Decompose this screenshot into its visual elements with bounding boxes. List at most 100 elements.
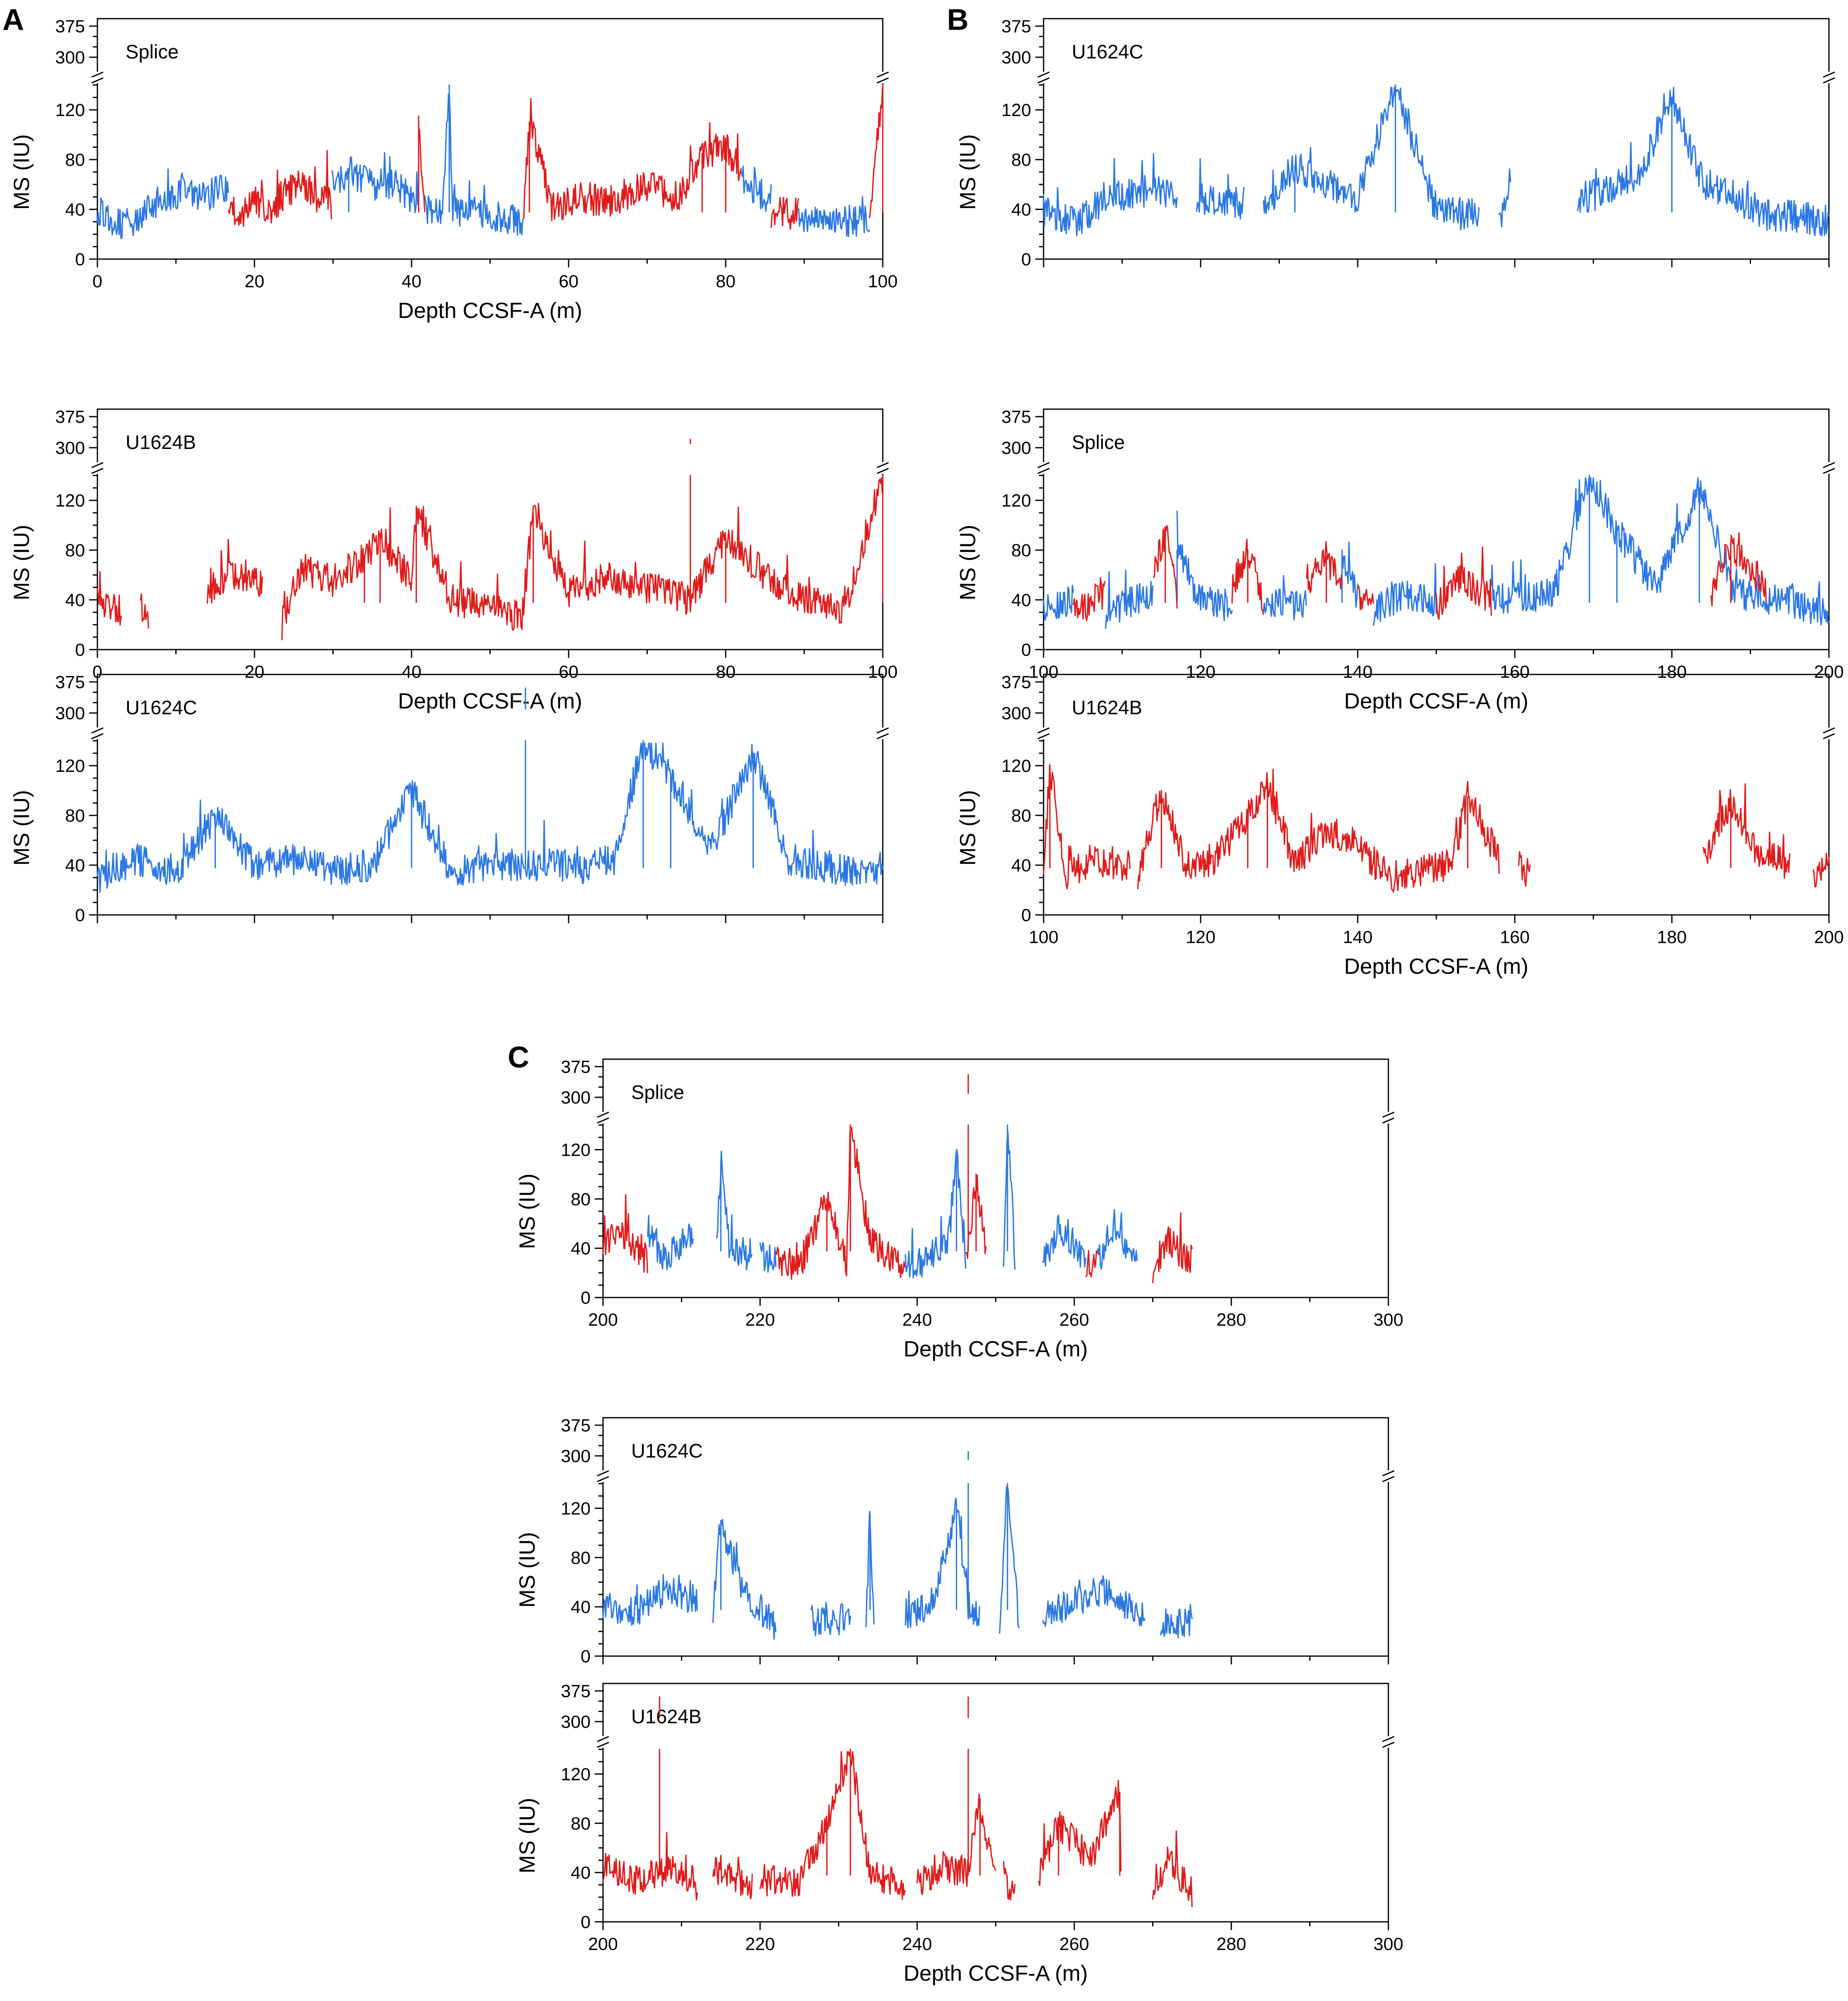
panel-a-u1624c-title: U1624C <box>1072 41 1143 63</box>
panel-c-u1624b-xtick-label: 300 <box>1373 1934 1403 1954</box>
panel-c-splice-series-u1624c <box>647 1124 1138 1278</box>
panel-c-u1624c-axis-break-left <box>597 1470 609 1477</box>
panel-c-u1624b-ytick-upper-label: 375 <box>561 1681 591 1701</box>
panel-b-u1624c-title: U1624C <box>126 696 197 718</box>
panel-a-splice-series-u1624c <box>97 84 870 240</box>
panel-b-u1624b-series-u1624b-trace <box>1812 853 1830 888</box>
panel-c-u1624c-plot: 0 40 80 120 300 375 MS (IU) U1624C <box>515 1416 1395 1666</box>
panel-b-u1624c-ytick-label: 0 <box>75 905 85 925</box>
panel-c-splice-series-u1624c-trace <box>759 1242 777 1273</box>
panel-b-splice-series-u1624c-trace <box>1043 585 1074 621</box>
panel-a-u1624c-ytick-upper-label: 375 <box>1001 17 1031 36</box>
panel-a-u1624c-ytick-label: 80 <box>1011 150 1031 170</box>
panel-b-splice-series-u1624c-trace <box>1341 541 1359 608</box>
panel-b-splice-series-u1624b <box>1073 525 1767 621</box>
panel-c-u1624b-xtick-label: 280 <box>1216 1934 1246 1954</box>
panel-c-splice-series-u1624b <box>602 1074 1193 1283</box>
panel-c-splice-xtick-label: 240 <box>902 1310 932 1330</box>
panel-a-splice-axis-break-right <box>877 77 889 84</box>
panel-b-u1624b-xlabel: Depth CCSF-A (m) <box>1344 954 1528 979</box>
panel-a-letter: A <box>2 3 24 36</box>
panel-b-splice-ytick-upper-label: 300 <box>1001 438 1031 458</box>
panel-c-u1624c-series-u1624c-trace <box>905 1497 981 1629</box>
panel-b-u1624c-series-u1624c-trace <box>97 742 884 893</box>
panel-c-u1624b-xtick-label: 200 <box>588 1934 618 1954</box>
panel-a-splice-xtick-label: 80 <box>716 272 736 291</box>
panel-b-splice-ytick-upper-label: 375 <box>1001 407 1031 427</box>
panel-a-splice-ytick-upper-label: 375 <box>55 17 85 36</box>
panel-b-splice-series-u1624c-trace <box>1373 563 1437 626</box>
panel-b-splice-series-u1624b-trace <box>1306 541 1342 593</box>
panel-a-u1624c-ytick-label: 120 <box>1001 100 1031 120</box>
panel-b-splice-ylabel: MS (IU) <box>956 525 980 601</box>
panel-b-splice-axis-break-right <box>1823 462 1835 468</box>
panel-c-splice-xtick-label: 200 <box>588 1310 618 1330</box>
panel-b-u1624b-series-u1624b-trace <box>1703 783 1790 879</box>
panel-c-splice-series-u1624c-trace <box>647 1215 694 1270</box>
panel-b-u1624b-series-u1624b-trace <box>1043 764 1131 890</box>
panel-c-u1624b-series-u1624b-trace <box>916 1793 997 1895</box>
panel-c-splice-ytick-label: 120 <box>561 1140 591 1160</box>
panel-a-u1624b-ytick-upper-label: 375 <box>55 407 85 427</box>
panel-c-u1624c-series-u1624c <box>602 1451 1193 1640</box>
panel-c-u1624c-series-u1624c-trace <box>712 1518 777 1640</box>
panel-c-u1624b-xlabel: Depth CCSF-A (m) <box>903 1961 1088 1986</box>
panel-c-u1624b-xtick-label: 240 <box>902 1934 932 1954</box>
panel-c-splice-xtick-label: 280 <box>1216 1310 1246 1330</box>
panel-c-splice-xtick-label: 300 <box>1373 1310 1403 1330</box>
panel-b-u1624b-xtick-label: 120 <box>1186 927 1216 947</box>
panel-b-u1624c-plot: 0 40 80 120 300 375 MS (IU) U1624C <box>10 672 889 925</box>
panel-a-u1624b-frame <box>97 408 884 650</box>
panel-a-splice-plot: 0 40 80 120 300 375 MS (IU) 0 20 40 60 80 100 Depth C… <box>10 17 898 323</box>
panel-c-u1624b-axis-break-left <box>597 1741 609 1748</box>
panel-a-u1624b-series-u1624b <box>97 439 884 640</box>
panel-a-u1624b-ytick-label: 0 <box>75 640 85 660</box>
panel-b-u1624b-xtick-label: 100 <box>1029 927 1058 947</box>
panel-b-splice-series-u1624c-trace <box>1176 510 1233 621</box>
panel-c-u1624b-series-u1624b-trace <box>1152 1830 1193 1907</box>
panel-b-splice-ytick-label: 80 <box>1011 541 1031 560</box>
panel-a-u1624c-series-u1624c-trace <box>1043 153 1178 237</box>
panel-a-u1624c-ylabel: MS (IU) <box>956 134 980 210</box>
panel-c-splice-series-u1624b-trace <box>775 1127 906 1280</box>
panel-a-u1624b-series-u1624b-trace <box>281 477 883 640</box>
panel-a-splice-xlabel: Depth CCSF-A (m) <box>398 298 582 323</box>
panel-b-u1624c-ytick-label: 40 <box>65 856 85 876</box>
panel-a-u1624b-title: U1624B <box>126 431 196 453</box>
panel-b-splice-xtick-label: 120 <box>1186 662 1216 682</box>
panel-b-splice-axis-break-left <box>1037 468 1050 474</box>
panel-c-u1624c-ytick-upper-label: 375 <box>561 1416 591 1436</box>
panel-c-splice-ytick-label: 0 <box>581 1288 591 1308</box>
panel-c-splice-series-u1624b-trace <box>602 1194 648 1273</box>
panel-c-u1624c-title: U1624C <box>631 1440 702 1462</box>
panel-c-u1624b-series-u1624b-trace <box>602 1832 698 1901</box>
panel-c-splice-plot: 0 40 80 120 300 375 MS (IU) 200 220 240 260 280 300 D… <box>515 1057 1403 1361</box>
panel-c-u1624b-xtick-label: 260 <box>1059 1934 1089 1954</box>
panel-a-u1624c-series-u1624c <box>1043 84 1830 237</box>
panel-b-splice-series-u1624c <box>1043 475 1830 629</box>
panel-b-u1624b-ylabel: MS (IU) <box>956 790 980 866</box>
panel-c-splice-xlabel: Depth CCSF-A (m) <box>903 1337 1088 1361</box>
panel-b-u1624c-ytick-label: 80 <box>65 806 85 826</box>
panel-b-u1624b-axis-break-right <box>1823 733 1835 740</box>
panel-c-splice-series-u1624c-trace <box>1097 1209 1138 1270</box>
panel-a-splice-series-u1624c-trace <box>332 152 419 213</box>
panel-c-u1624b-series-u1624b-trace <box>759 1751 906 1900</box>
panel-b-splice-xtick-label: 140 <box>1343 662 1373 682</box>
panel-a-splice-series-u1624b-trace <box>770 196 799 230</box>
panel-b-u1624b-xtick-label: 200 <box>1814 927 1844 947</box>
panel-b-u1624b-series-u1624b <box>1043 764 1830 893</box>
panel-a-u1624c-plot: 0 40 80 120 300 375 MS (IU) U1624C <box>956 17 1835 269</box>
panel-a-u1624c-series-u1624c-trace <box>1577 87 1830 237</box>
panel-a-splice-xtick-label: 20 <box>245 272 264 291</box>
panel-c-u1624b-axis-break-left <box>597 1736 609 1742</box>
panel-c-u1624c-series-u1624c-trace <box>999 1485 1020 1634</box>
panel-a-u1624b-xtick-label: 40 <box>402 662 421 682</box>
panel-b-u1624b-title: U1624B <box>1072 696 1142 718</box>
panel-a-splice-title: Splice <box>126 41 179 63</box>
panel-b-u1624c-axis-break-right <box>877 727 889 734</box>
panel-a-u1624b-ylabel: MS (IU) <box>10 525 34 601</box>
